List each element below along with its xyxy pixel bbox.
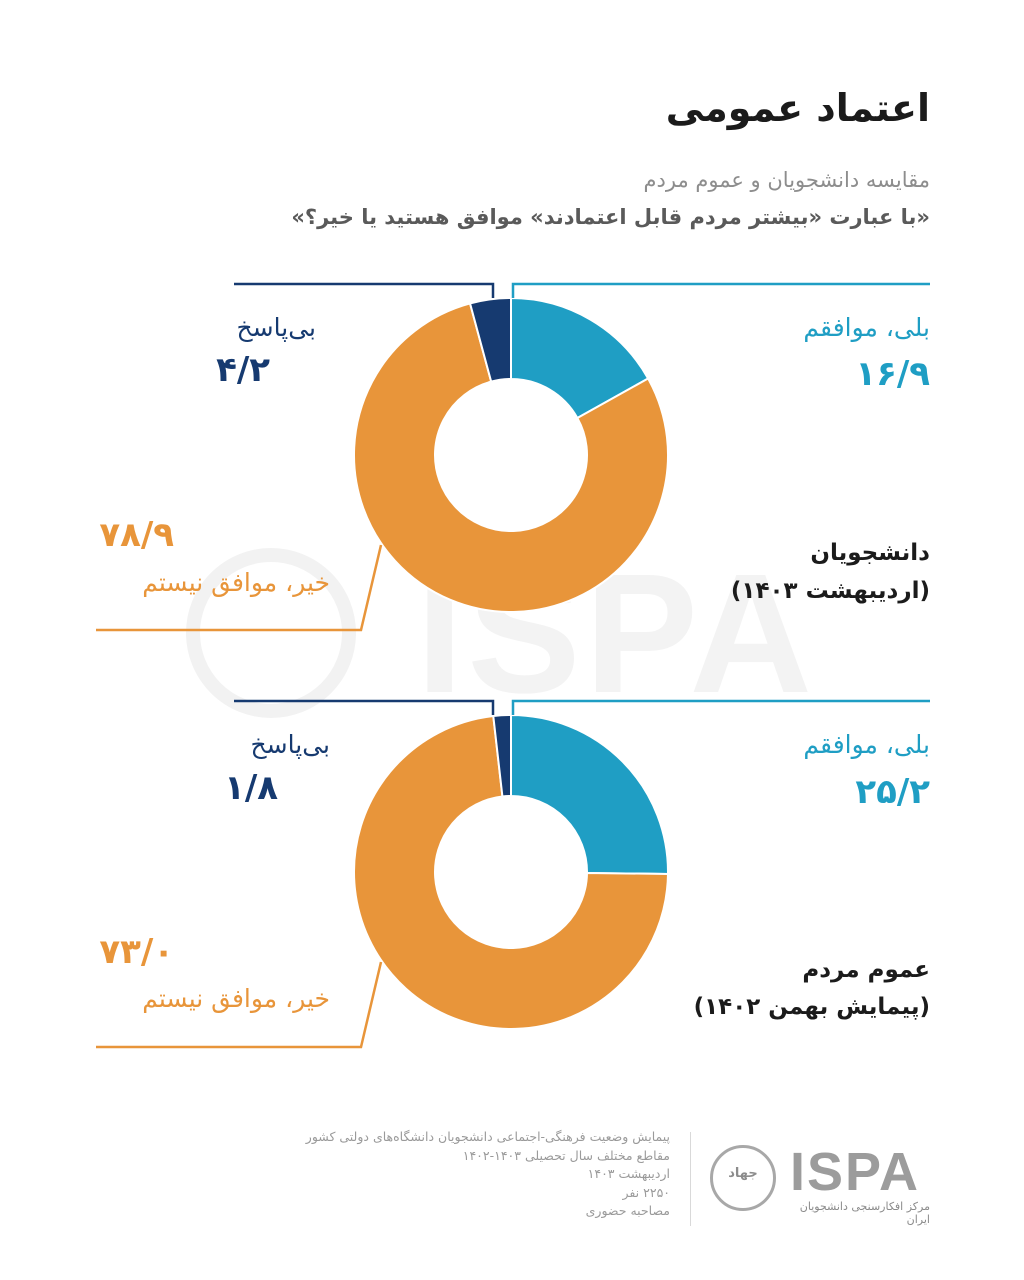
public-no-label: خیر، موافق نیستم — [142, 984, 330, 1013]
students-no-answer-value: ۴/۲ — [216, 350, 270, 390]
ispa-logo: ISPA — [790, 1142, 921, 1202]
public-no-value: ۷۳/۰ — [99, 932, 174, 972]
students-no-answer-label: بی‌پاسخ — [236, 313, 316, 342]
survey-info-line: اردیبهشت ۱۴۰۳ — [587, 1166, 670, 1181]
public-slice-no-answer — [492, 713, 512, 798]
public-slice-no — [353, 714, 670, 1030]
students-group-title: دانشجویان — [810, 540, 930, 566]
public-leader-line-no-answer — [234, 699, 495, 715]
survey-question: «با عبارت «بیشتر مردم قابل اعتمادند» موا… — [291, 205, 930, 229]
public-no-answer-value: ۱/۸ — [224, 768, 278, 808]
survey-info-line: مصاحبه حضوری — [585, 1203, 670, 1218]
students-no-label: خیر، موافق نیستم — [142, 568, 330, 597]
public-slice-yes — [510, 713, 669, 875]
students-slice-no — [353, 302, 669, 613]
survey-info-line: مقاطع مختلف سال تحصیلی ۱۴۰۳-۱۴۰۲ — [462, 1147, 670, 1163]
footer-divider — [690, 1132, 691, 1226]
ispa-logo-subtitle: مرکز افکارسنجی دانشجویان ایران — [799, 1200, 930, 1226]
survey-info-line: پیمایش وضعیت فرهنگی-اجتماعی دانشجویان دا… — [305, 1129, 670, 1144]
students-yes-value: ۱۶/۹ — [855, 354, 930, 394]
students-leader-line-yes — [511, 282, 930, 298]
students-group-subtitle: (اردیبهشت ۱۴۰۳) — [730, 578, 930, 604]
students-leader-line-no-answer — [234, 282, 495, 298]
public-leader-line-yes — [511, 699, 930, 715]
page-title: اعتماد عمومی — [665, 86, 930, 130]
students-no-value: ۷۸/۹ — [99, 515, 174, 555]
public-group-subtitle: (پیمایش بهمن ۱۴۰۲) — [693, 994, 930, 1020]
public-group-title: عموم مردم — [802, 957, 930, 983]
page-subtitle: مقایسه دانشجویان و عموم مردم — [643, 168, 931, 192]
public-no-answer-label: بی‌پاسخ — [250, 730, 330, 759]
public-yes-value: ۲۵/۲ — [855, 772, 930, 812]
survey-info: پیمایش وضعیت فرهنگی-اجتماعی دانشجویان دا… — [306, 1128, 670, 1221]
survey-info-line: ۲۲۵۰ نفر — [622, 1184, 670, 1200]
public-yes-label: بلی، موافقم — [803, 730, 930, 759]
public-leader-line-no — [96, 961, 383, 1049]
donut-charts — [96, 282, 930, 1049]
students-slice-no-answer — [468, 296, 512, 383]
students-yes-label: بلی، موافقم — [803, 313, 930, 342]
students-leader-line-no — [96, 544, 383, 632]
jahad-seal-icon: جهاد — [710, 1145, 776, 1211]
seal-text: جهاد — [728, 1166, 758, 1181]
